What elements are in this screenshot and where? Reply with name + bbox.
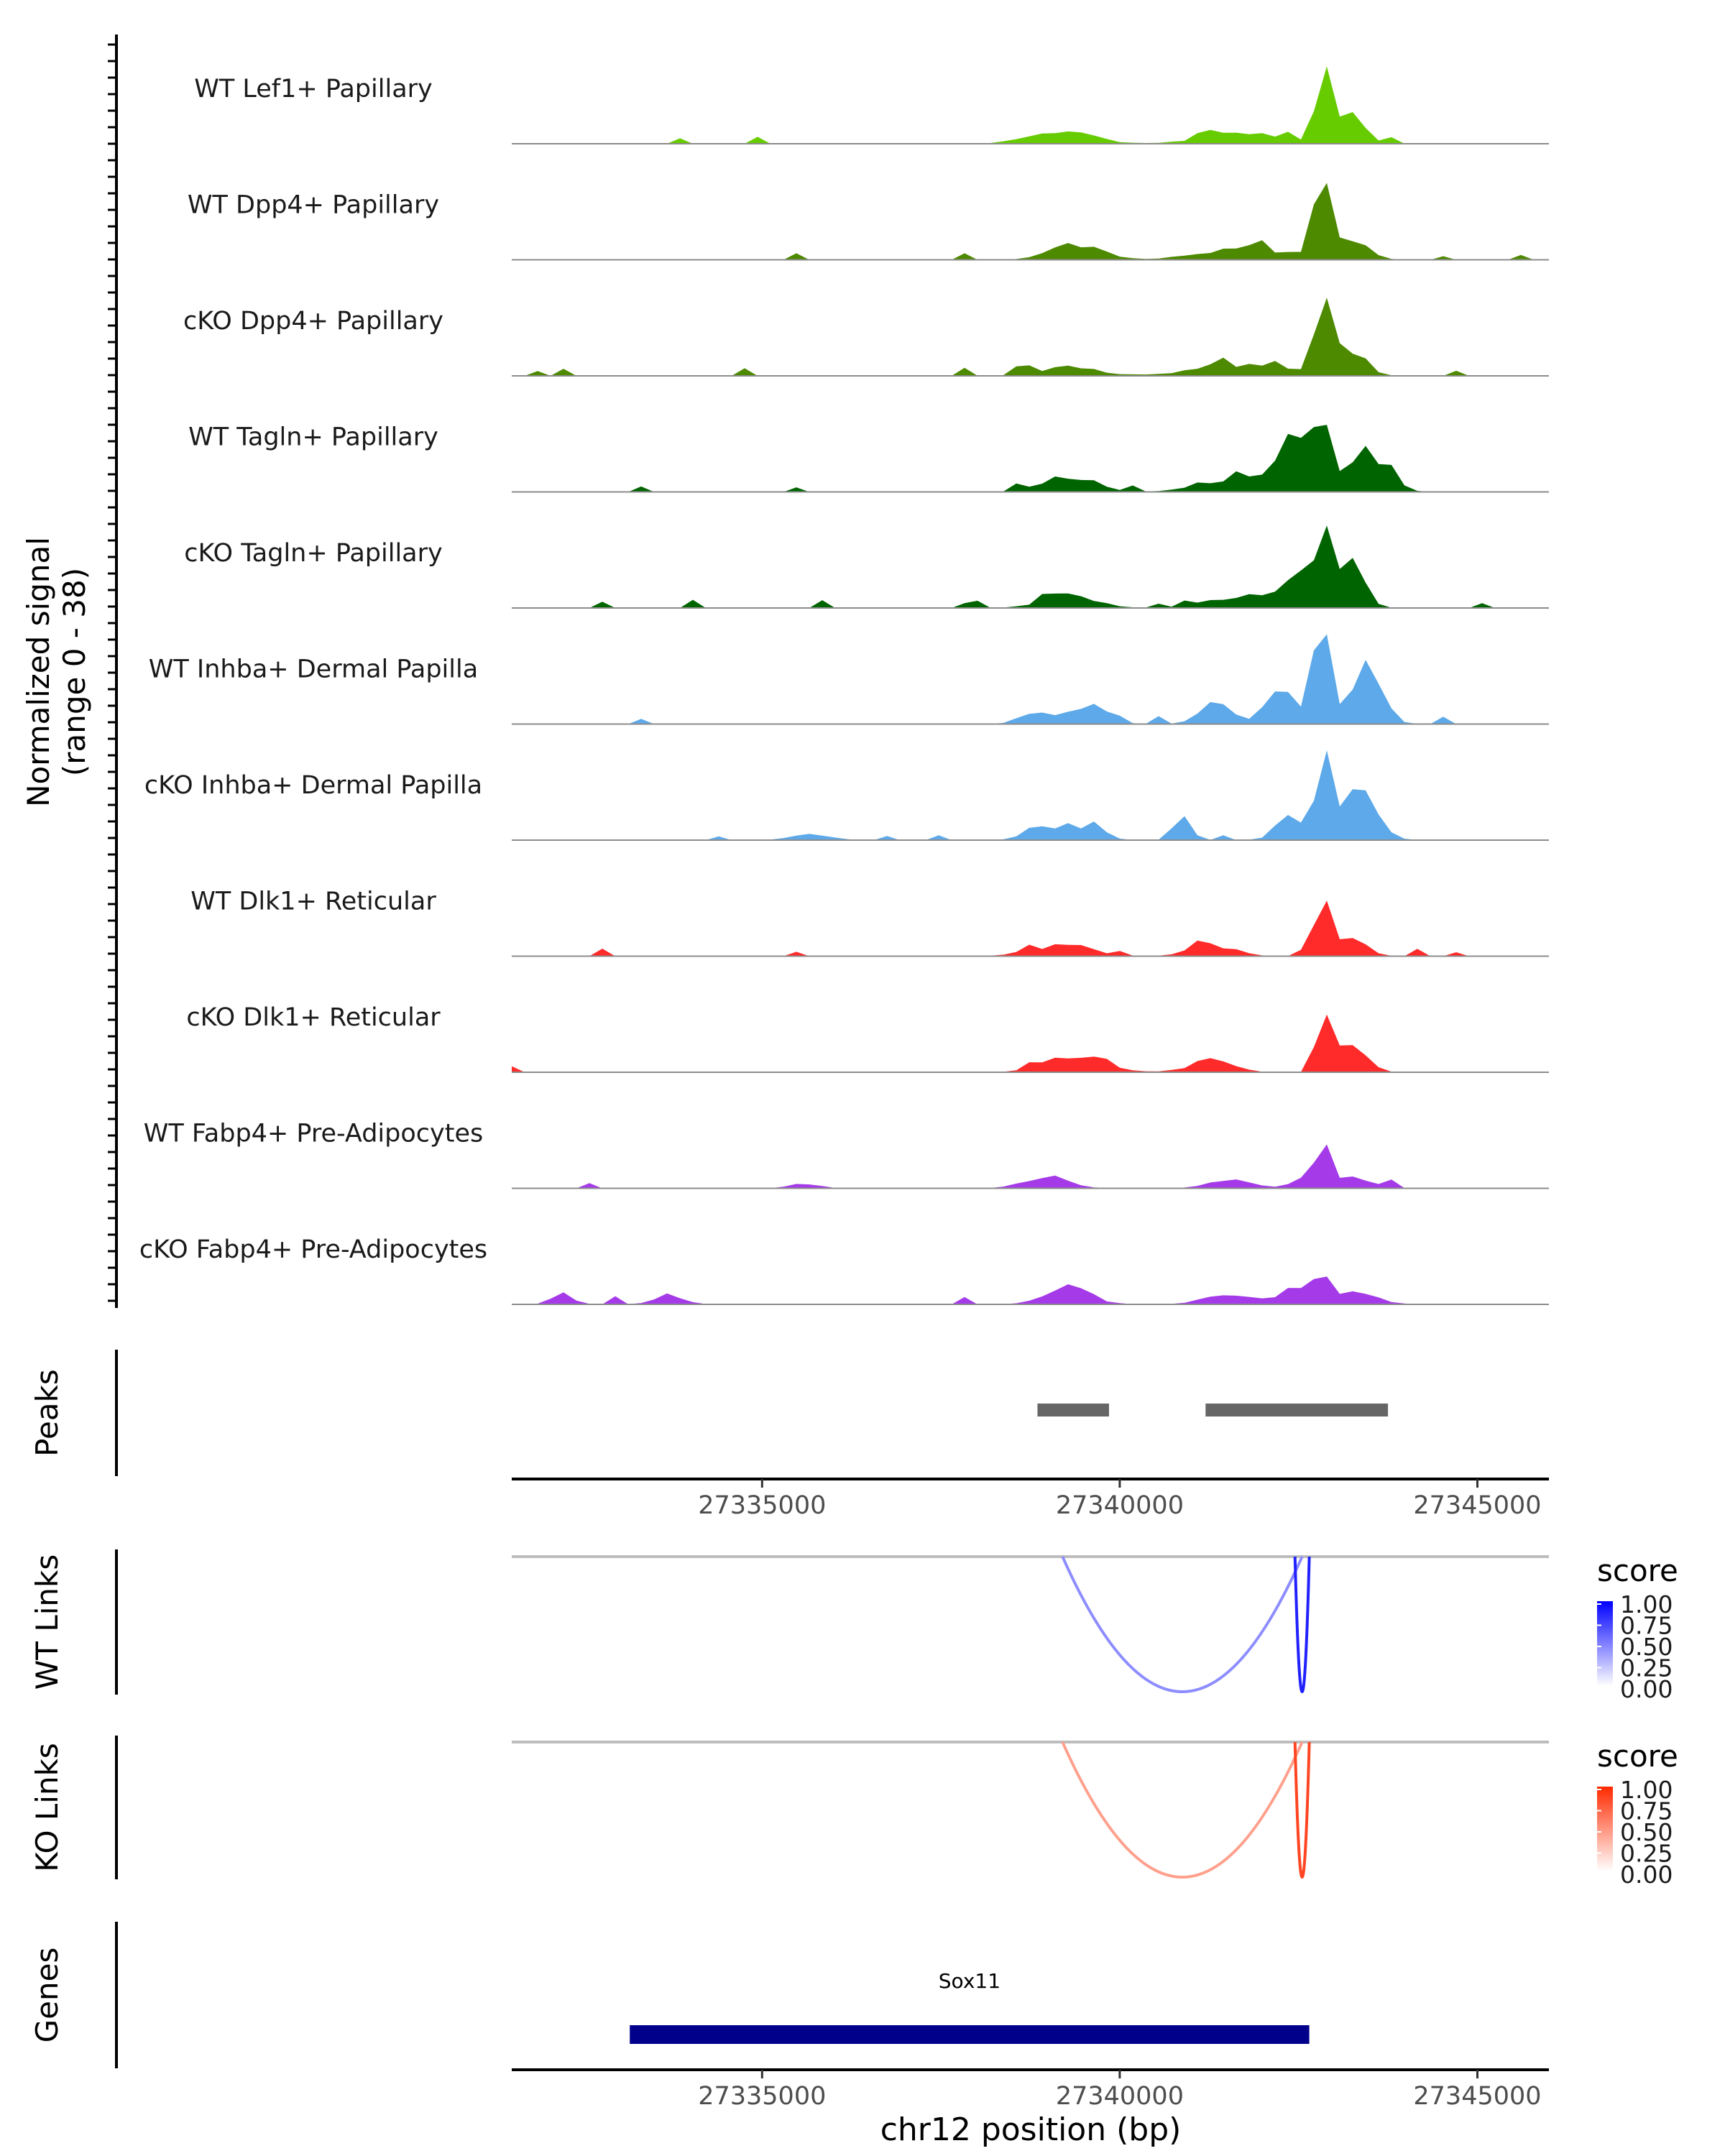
coverage-track: cKO Tagln+ Papillary bbox=[184, 525, 1549, 609]
link-arc bbox=[1061, 1741, 1304, 1879]
wt-links-panel: WT Links score 1.000.750.500.250.00 bbox=[29, 1549, 1678, 1703]
coverage-area bbox=[512, 634, 1549, 724]
coverage-track: WT Tagln+ Papillary bbox=[188, 423, 1549, 493]
coverage-track: WT Dlk1+ Reticular bbox=[190, 888, 1549, 957]
peaks-panel: Peaks 27335000 27340000 27345000 bbox=[29, 1350, 1549, 1520]
coverage-track-label: cKO Dpp4+ Papillary bbox=[183, 307, 443, 336]
peaks-x-axis-ticks: 27335000 27340000 27345000 bbox=[698, 1479, 1542, 1520]
coverage-track: WT Lef1+ Papillary bbox=[194, 66, 1549, 144]
coverage-area bbox=[512, 425, 1549, 492]
peaks-x-tick-label: 27335000 bbox=[698, 1491, 826, 1520]
coverage-area bbox=[512, 1014, 1549, 1072]
gene-models: Sox11 bbox=[630, 1969, 1310, 2044]
wt-legend-title: score bbox=[1597, 1553, 1678, 1588]
x-axis-title: chr12 position (bp) bbox=[880, 2111, 1182, 2148]
coverage-y-label-range: (range 0 - 38) bbox=[57, 568, 92, 776]
coverage-area bbox=[512, 1276, 1549, 1304]
link-arc bbox=[1293, 1741, 1311, 1879]
genes-x-axis-ticks: 27335000 27340000 27345000 bbox=[698, 2070, 1542, 2111]
coverage-track: cKO Inhba+ Dermal Papilla bbox=[144, 750, 1549, 841]
peaks-x-tick-label: 27340000 bbox=[1056, 1491, 1184, 1520]
wt-links-label: WT Links bbox=[29, 1554, 65, 1690]
genes-x-tick-label: 27345000 bbox=[1413, 2082, 1541, 2111]
wt-legend-colorbar bbox=[1597, 1601, 1613, 1686]
coverage-track-label: cKO Inhba+ Dermal Papilla bbox=[144, 771, 482, 800]
legend-tick-label: 0.00 bbox=[1620, 1861, 1673, 1889]
coverage-track: WT Dpp4+ Papillary bbox=[188, 183, 1549, 261]
peak-intervals bbox=[1037, 1404, 1389, 1416]
gene-body bbox=[630, 2025, 1310, 2044]
peak-interval bbox=[1205, 1404, 1389, 1416]
legend-tick-label: 1.00 bbox=[1620, 1590, 1673, 1618]
coverage-track-label: WT Dlk1+ Reticular bbox=[190, 888, 436, 916]
ko-link-arcs bbox=[1061, 1741, 1311, 1879]
legend-tick-label: 1.00 bbox=[1620, 1776, 1673, 1804]
coverage-track: cKO Dlk1+ Reticular bbox=[186, 1003, 1549, 1073]
coverage-y-label: Normalized signal bbox=[21, 537, 56, 807]
ko-links-label: KO Links bbox=[29, 1743, 65, 1872]
coverage-area bbox=[512, 66, 1549, 144]
peaks-x-tick-label: 27345000 bbox=[1413, 1491, 1541, 1520]
peak-interval bbox=[1037, 1404, 1109, 1416]
genes-label: Genes bbox=[29, 1948, 65, 2043]
coverage-tracks: WT Lef1+ Papillary WT Dpp4+ Papillary cKO … bbox=[139, 66, 1549, 1305]
genes-x-tick-label: 27340000 bbox=[1056, 2082, 1184, 2111]
genes-panel: Genes Sox11 27335000 27340000 27345000 chr… bbox=[29, 1922, 1549, 2148]
legend-tick-label: 0.50 bbox=[1620, 1633, 1673, 1661]
coverage-track-label: cKO Fabp4+ Pre-Adipocytes bbox=[139, 1235, 487, 1264]
wt-legend-ticks: 1.000.750.500.250.00 bbox=[1597, 1590, 1673, 1703]
wt-link-arcs bbox=[1061, 1556, 1311, 1693]
coverage-track-label: WT Inhba+ Dermal Papilla bbox=[149, 655, 478, 684]
coverage-area bbox=[512, 900, 1549, 957]
coverage-area bbox=[512, 750, 1549, 840]
coverage-track-label: WT Fabp4+ Pre-Adipocytes bbox=[144, 1120, 483, 1148]
coverage-y-axis-ticks bbox=[108, 43, 116, 1302]
legend-tick-label: 0.25 bbox=[1620, 1654, 1673, 1682]
coverage-track-label: WT Tagln+ Papillary bbox=[188, 423, 438, 452]
ko-legend-colorbar bbox=[1597, 1787, 1613, 1871]
legend-tick-label: 0.00 bbox=[1620, 1675, 1673, 1703]
legend-tick-label: 0.75 bbox=[1620, 1612, 1673, 1640]
legend-tick-label: 0.50 bbox=[1620, 1818, 1673, 1846]
legend-tick-label: 0.75 bbox=[1620, 1797, 1673, 1825]
coverage-track-label: WT Lef1+ Papillary bbox=[194, 75, 433, 103]
coverage-panel: Normalized signal (range 0 - 38) WT Lef1… bbox=[21, 34, 1549, 1308]
coverage-area bbox=[512, 298, 1549, 376]
coverage-track: WT Fabp4+ Pre-Adipocytes bbox=[144, 1120, 1549, 1189]
peaks-label: Peaks bbox=[29, 1369, 65, 1457]
coverage-track-label: cKO Tagln+ Papillary bbox=[184, 539, 443, 568]
ko-legend-ticks: 1.000.750.500.250.00 bbox=[1597, 1776, 1673, 1889]
coverage-track: cKO Dpp4+ Papillary bbox=[183, 298, 1549, 377]
coverage-track: cKO Fabp4+ Pre-Adipocytes bbox=[139, 1235, 1549, 1305]
coverage-area bbox=[512, 525, 1549, 608]
wt-links-legend: score 1.000.750.500.250.00 bbox=[1597, 1553, 1678, 1703]
coverage-area bbox=[512, 1144, 1549, 1189]
coverage-track-label: cKO Dlk1+ Reticular bbox=[186, 1003, 441, 1032]
coverage-track: WT Inhba+ Dermal Papilla bbox=[149, 634, 1549, 725]
ko-links-legend: score 1.000.750.500.250.00 bbox=[1597, 1738, 1678, 1889]
coverage-area bbox=[512, 183, 1549, 260]
coverage-track-label: WT Dpp4+ Papillary bbox=[188, 191, 439, 220]
legend-tick-label: 0.25 bbox=[1620, 1840, 1673, 1868]
link-arc bbox=[1293, 1556, 1311, 1693]
genes-x-tick-label: 27335000 bbox=[698, 2082, 826, 2111]
ko-links-panel: KO Links score 1.000.750.500.250.00 bbox=[29, 1736, 1678, 1889]
link-arc bbox=[1061, 1556, 1304, 1693]
gene-name: Sox11 bbox=[939, 1969, 1000, 1993]
ko-legend-title: score bbox=[1597, 1738, 1678, 1774]
